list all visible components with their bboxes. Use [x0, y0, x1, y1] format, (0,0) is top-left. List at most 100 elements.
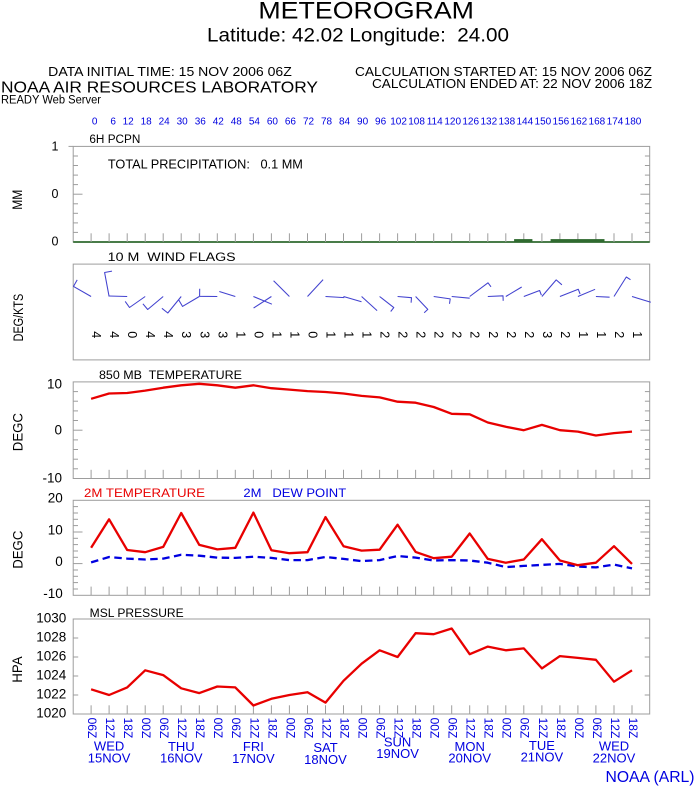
- svg-text:0: 0: [54, 422, 62, 437]
- svg-text:150: 150: [535, 117, 552, 128]
- svg-text:00Z: 00Z: [283, 718, 297, 739]
- svg-text:2: 2: [414, 331, 428, 338]
- svg-text:06Z: 06Z: [301, 718, 315, 739]
- svg-text:16NOV: 16NOV: [160, 751, 203, 766]
- svg-text:24: 24: [159, 117, 171, 128]
- svg-text:2: 2: [396, 331, 410, 338]
- svg-text:6: 6: [110, 117, 116, 128]
- svg-text:138: 138: [498, 117, 515, 128]
- svg-text:TUE: TUE: [529, 738, 555, 753]
- svg-text:21NOV: 21NOV: [521, 750, 564, 765]
- svg-text:00Z: 00Z: [139, 718, 153, 739]
- svg-text:4: 4: [107, 331, 121, 338]
- svg-text:20: 20: [48, 491, 63, 506]
- svg-text:162: 162: [571, 117, 588, 128]
- svg-text:180: 180: [625, 117, 642, 128]
- svg-text:0: 0: [92, 117, 98, 128]
- svg-text:2M TEMPERATURE: 2M TEMPERATURE: [84, 488, 205, 500]
- svg-text:1026: 1026: [36, 648, 66, 663]
- svg-text:96: 96: [375, 117, 387, 128]
- svg-text:00Z: 00Z: [572, 718, 586, 739]
- svg-text:78: 78: [321, 117, 333, 128]
- svg-text:0: 0: [251, 331, 265, 338]
- svg-text:2: 2: [612, 331, 626, 338]
- svg-text:DEG/KTS: DEG/KTS: [11, 294, 26, 342]
- svg-text:3: 3: [179, 331, 193, 338]
- svg-text:00Z: 00Z: [211, 718, 225, 739]
- svg-text:1020: 1020: [36, 705, 66, 720]
- svg-text:36: 36: [195, 117, 207, 128]
- svg-text:48: 48: [231, 117, 243, 128]
- svg-text:4: 4: [89, 331, 103, 338]
- svg-text:0: 0: [55, 554, 63, 569]
- svg-text:2: 2: [486, 331, 500, 338]
- svg-text:12: 12: [123, 117, 135, 128]
- svg-text:168: 168: [589, 117, 606, 128]
- svg-text:66: 66: [285, 117, 297, 128]
- svg-text:12Z: 12Z: [464, 718, 478, 739]
- svg-text:18NOV: 18NOV: [304, 752, 347, 767]
- svg-text:NOAA (ARL): NOAA (ARL): [606, 769, 694, 786]
- svg-text:12Z: 12Z: [247, 718, 261, 739]
- svg-text:2: 2: [522, 331, 536, 338]
- svg-text:06Z: 06Z: [229, 718, 243, 739]
- svg-text:144: 144: [516, 117, 533, 128]
- svg-text:1028: 1028: [36, 629, 66, 644]
- svg-text:10 M WIND FLAGS: 10 M WIND FLAGS: [108, 252, 236, 264]
- svg-text:3: 3: [197, 331, 211, 338]
- svg-text:2: 2: [450, 331, 464, 338]
- svg-text:12Z: 12Z: [392, 718, 406, 739]
- svg-text:06Z: 06Z: [374, 718, 388, 739]
- svg-text:20NOV: 20NOV: [448, 751, 491, 766]
- svg-text:72: 72: [303, 117, 315, 128]
- svg-text:1: 1: [594, 331, 608, 338]
- svg-text:-10: -10: [42, 471, 62, 486]
- svg-text:2: 2: [558, 331, 572, 338]
- svg-text:18Z: 18Z: [482, 718, 496, 739]
- svg-text:1: 1: [342, 331, 356, 338]
- svg-text:3: 3: [215, 331, 229, 338]
- svg-text:06Z: 06Z: [518, 718, 532, 739]
- svg-text:00Z: 00Z: [428, 718, 442, 739]
- svg-text:WED: WED: [599, 739, 629, 754]
- svg-text:DEGC: DEGC: [9, 531, 25, 569]
- svg-text:0: 0: [306, 331, 320, 338]
- svg-text:1: 1: [287, 331, 301, 338]
- svg-text:18Z: 18Z: [121, 718, 135, 739]
- svg-text:10: 10: [48, 523, 63, 538]
- svg-text:18: 18: [141, 117, 153, 128]
- svg-text:120: 120: [444, 117, 461, 128]
- svg-text:54: 54: [249, 117, 261, 128]
- svg-text:CALCULATION ENDED AT: 22 NOV 2: CALCULATION ENDED AT: 22 NOV 2006 18Z: [372, 76, 652, 91]
- svg-text:1024: 1024: [36, 667, 67, 682]
- svg-text:4: 4: [143, 331, 157, 338]
- svg-text:18Z: 18Z: [337, 718, 351, 739]
- svg-text:CALCULATION STARTED AT: 15 NOV: CALCULATION STARTED AT: 15 NOV 2006 06Z: [355, 64, 652, 79]
- svg-text:19NOV: 19NOV: [376, 746, 419, 761]
- svg-text:00Z: 00Z: [356, 718, 370, 739]
- svg-text:0: 0: [52, 235, 59, 249]
- svg-text:4: 4: [161, 331, 175, 338]
- svg-text:108: 108: [408, 117, 425, 128]
- svg-text:DATA INITIAL TIME: 15 NOV 2006: DATA INITIAL TIME: 15 NOV 2006 06Z: [48, 64, 292, 79]
- svg-text:WED: WED: [94, 739, 124, 754]
- svg-text:114: 114: [427, 117, 443, 128]
- svg-text:3: 3: [540, 331, 554, 338]
- svg-text:MM: MM: [9, 190, 25, 210]
- svg-text:12Z: 12Z: [103, 718, 117, 739]
- svg-text:12Z: 12Z: [175, 718, 189, 739]
- svg-text:2: 2: [504, 331, 518, 338]
- svg-text:42: 42: [213, 117, 225, 128]
- svg-text:102: 102: [390, 117, 407, 128]
- svg-text:SAT: SAT: [313, 740, 337, 755]
- svg-text:0: 0: [52, 187, 59, 201]
- svg-text:6H PCPN: 6H PCPN: [89, 134, 140, 146]
- svg-text:DEGC: DEGC: [9, 413, 25, 451]
- svg-text:18Z: 18Z: [193, 718, 207, 739]
- svg-text:17NOV: 17NOV: [232, 751, 275, 766]
- svg-text:84: 84: [339, 117, 351, 128]
- svg-text:METEOROGRAM: METEOROGRAM: [258, 0, 474, 25]
- svg-text:READY Web Server: READY Web Server: [1, 93, 101, 107]
- svg-text:2: 2: [378, 331, 392, 338]
- svg-text:06Z: 06Z: [590, 718, 604, 739]
